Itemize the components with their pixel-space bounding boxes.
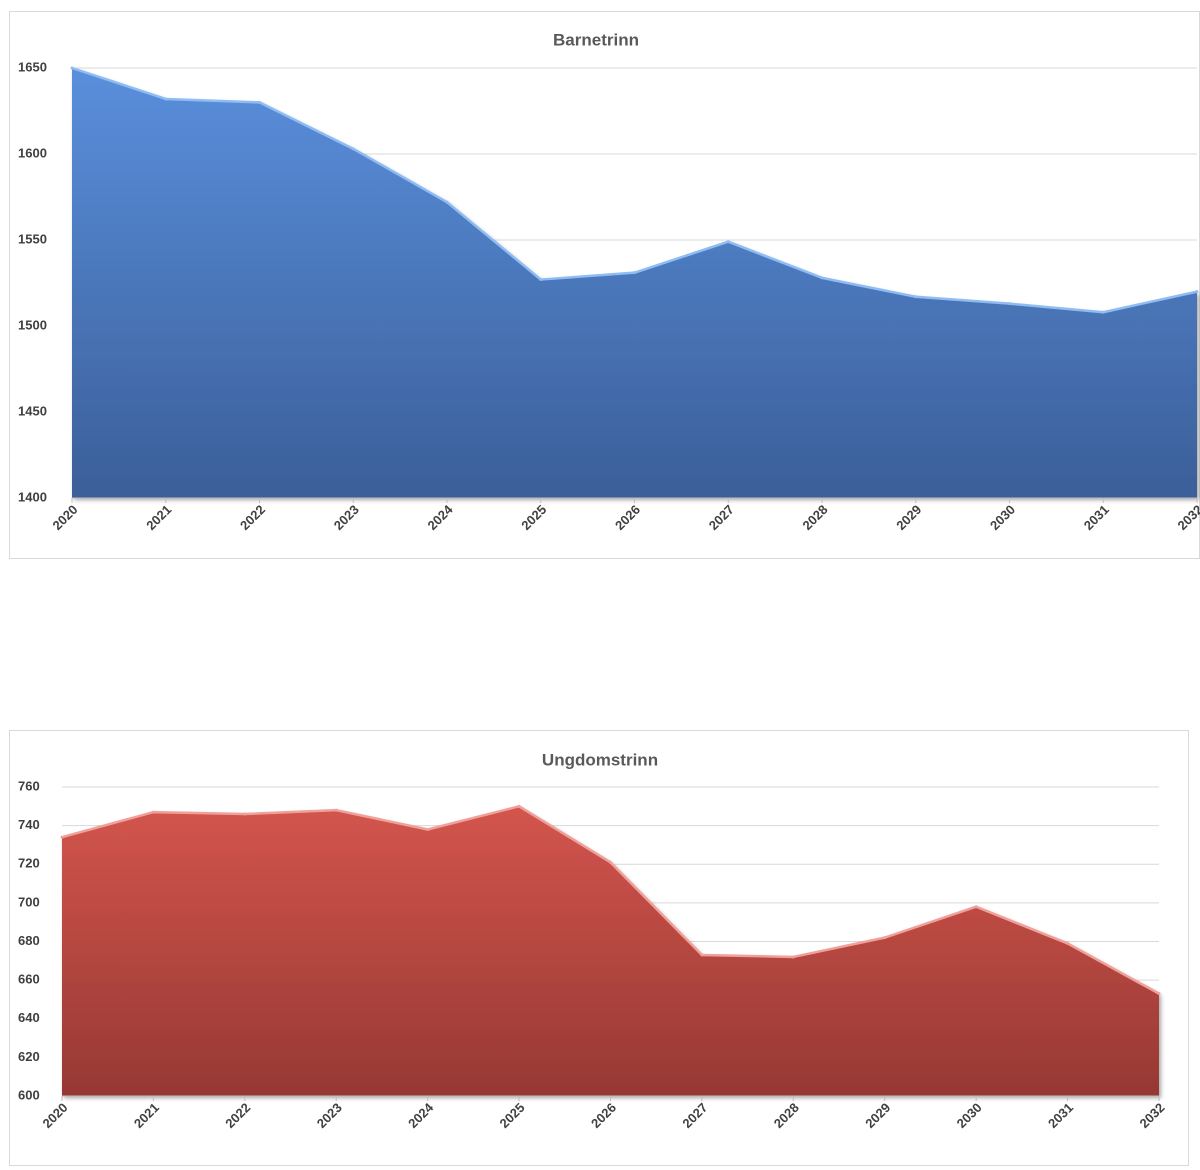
- x-tick-label: 2020: [39, 1100, 70, 1131]
- ungdomstrinn-point-2031: [1066, 941, 1070, 945]
- y-tick-label: 700: [18, 894, 40, 909]
- y-tick-label: 620: [18, 1049, 40, 1064]
- ungdomstrinn-point-2030: [974, 905, 978, 909]
- ungdomstrinn-point-2027: [700, 953, 704, 957]
- x-tick-label: 2032: [1174, 502, 1200, 533]
- y-tick-label: 1450: [18, 403, 47, 418]
- chart-ungdomstrinn: Ungdomstrinn 600 620 640 660 680 700 720 740 760 2…: [9, 730, 1189, 1166]
- chart-barnetrinn: Barnetrinn 1400 1450 1500 1550 1600 1650 2020 20…: [9, 11, 1200, 559]
- x-tick-label: 2021: [143, 502, 174, 533]
- x-tick-label: 2030: [954, 1100, 985, 1131]
- x-tick-label: 2028: [799, 502, 830, 533]
- x-tick-label: 2029: [893, 502, 924, 533]
- x-tick-label: 2026: [588, 1100, 619, 1131]
- x-tick-label: 2024: [405, 1099, 437, 1131]
- y-tick-label: 1600: [18, 145, 47, 160]
- x-tick-label: 2023: [314, 1100, 345, 1131]
- barnetrinn-point-2021: [164, 97, 168, 101]
- barnetrinn-point-2028: [820, 276, 824, 280]
- x-tick-label: 2030: [987, 502, 1018, 533]
- ungdomstrinn-point-2028: [791, 955, 795, 959]
- y-tick-label: 660: [18, 972, 40, 987]
- x-tick-label: 2032: [1136, 1100, 1167, 1131]
- x-tick-label: 2025: [497, 1100, 528, 1131]
- barnetrinn-point-2029: [914, 295, 918, 299]
- y-tick-label: 600: [18, 1087, 40, 1102]
- x-tick-label: 2029: [862, 1100, 893, 1131]
- x-tick-label: 2028: [771, 1100, 802, 1131]
- chart-title: Ungdomstrinn: [542, 750, 658, 769]
- barnetrinn-area: [72, 68, 1197, 498]
- x-tick-label: 2025: [518, 502, 549, 533]
- ungdomstrinn-point-2020: [60, 835, 64, 839]
- ungdomstrinn-area: [62, 806, 1159, 1096]
- x-tick-label: 2020: [49, 502, 80, 533]
- barnetrinn-point-2027: [726, 240, 730, 244]
- x-tick-label: 2022: [237, 502, 268, 533]
- chart-ungdomstrinn-svg: Ungdomstrinn 600 620 640 660 680 700 720 740 760 2…: [18, 750, 1168, 1131]
- barnetrinn-point-2022: [258, 100, 261, 104]
- y-tick-label: 680: [18, 933, 40, 948]
- barnetrinn-point-2025: [539, 278, 543, 282]
- x-tick-label: 2027: [706, 502, 737, 533]
- y-tick-label: 1400: [18, 489, 47, 504]
- x-tick-label: 2031: [1081, 502, 1112, 533]
- y-tick-label: 720: [18, 856, 40, 871]
- y-tick-label: 740: [18, 817, 40, 832]
- y-tick-label: 1550: [18, 231, 47, 246]
- y-tick-label: 1650: [18, 59, 47, 74]
- barnetrinn-point-2020: [70, 66, 74, 70]
- barnetrinn-point-2024: [445, 200, 449, 204]
- ungdomstrinn-point-2025: [517, 804, 521, 808]
- x-tick-label: 2024: [424, 501, 456, 533]
- y-tick-label: 1500: [18, 317, 47, 332]
- x-tick-label: 2023: [331, 502, 362, 533]
- x-tick-label: 2027: [679, 1100, 710, 1131]
- barnetrinn-point-2026: [633, 271, 636, 275]
- barnetrinn-point-2023: [351, 147, 355, 151]
- x-tick-label: 2021: [131, 1100, 162, 1131]
- x-tick-label: 2026: [612, 502, 643, 533]
- ungdomstrinn-point-2022: [243, 812, 247, 816]
- y-tick-label: 640: [18, 1010, 40, 1025]
- chart-title: Barnetrinn: [553, 30, 639, 49]
- ungdomstrinn-point-2023: [334, 808, 338, 812]
- ungdomstrinn-point-2029: [883, 936, 887, 940]
- barnetrinn-point-2032: [1195, 290, 1199, 294]
- y-tick-label: 760: [18, 778, 40, 793]
- barnetrinn-point-2031: [1101, 310, 1105, 314]
- barnetrinn-point-2030: [1008, 302, 1011, 306]
- ungdomstrinn-point-2032: [1157, 992, 1161, 996]
- ungdomstrinn-point-2026: [609, 860, 612, 864]
- chart-barnetrinn-svg: Barnetrinn 1400 1450 1500 1550 1600 1650 2020 20…: [18, 30, 1200, 533]
- ungdomstrinn-point-2024: [426, 827, 430, 831]
- ungdomstrinn-point-2021: [151, 810, 155, 814]
- x-tick-label: 2022: [222, 1100, 253, 1131]
- x-tick-label: 2031: [1045, 1100, 1076, 1131]
